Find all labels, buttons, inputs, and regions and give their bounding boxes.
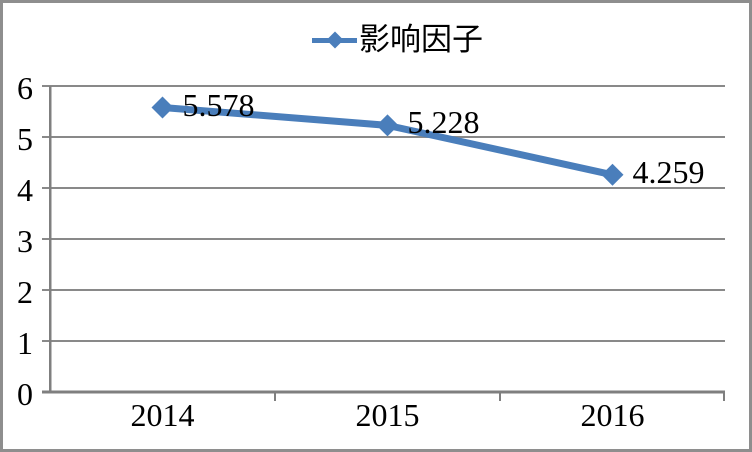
y-axis-tick-label: 0 — [17, 376, 33, 412]
data-point-label: 5.578 — [182, 86, 255, 123]
legend-diamond-icon — [326, 31, 343, 49]
x-axis-category-label: 2015 — [355, 397, 420, 433]
y-axis-tick-label: 4 — [17, 172, 33, 208]
data-point-label: 5.228 — [407, 104, 480, 141]
y-axis-tick-label: 5 — [17, 121, 33, 157]
y-axis-tick-label: 3 — [17, 223, 33, 259]
legend-label: 影响因子 — [359, 22, 483, 57]
data-point-marker — [376, 114, 399, 137]
x-axis-category-label: 2016 — [580, 397, 645, 433]
data-point-label: 4.259 — [632, 153, 705, 190]
y-axis-tick-label: 6 — [17, 70, 33, 106]
data-point-marker — [601, 163, 624, 186]
x-axis-category-label: 2014 — [130, 397, 195, 433]
legend: 影响因子 — [312, 22, 483, 58]
y-axis-tick-label: 1 — [17, 325, 33, 361]
data-point-marker — [151, 96, 174, 119]
y-axis-tick-label: 2 — [17, 274, 33, 310]
legend-line-marker-icon — [312, 31, 357, 49]
